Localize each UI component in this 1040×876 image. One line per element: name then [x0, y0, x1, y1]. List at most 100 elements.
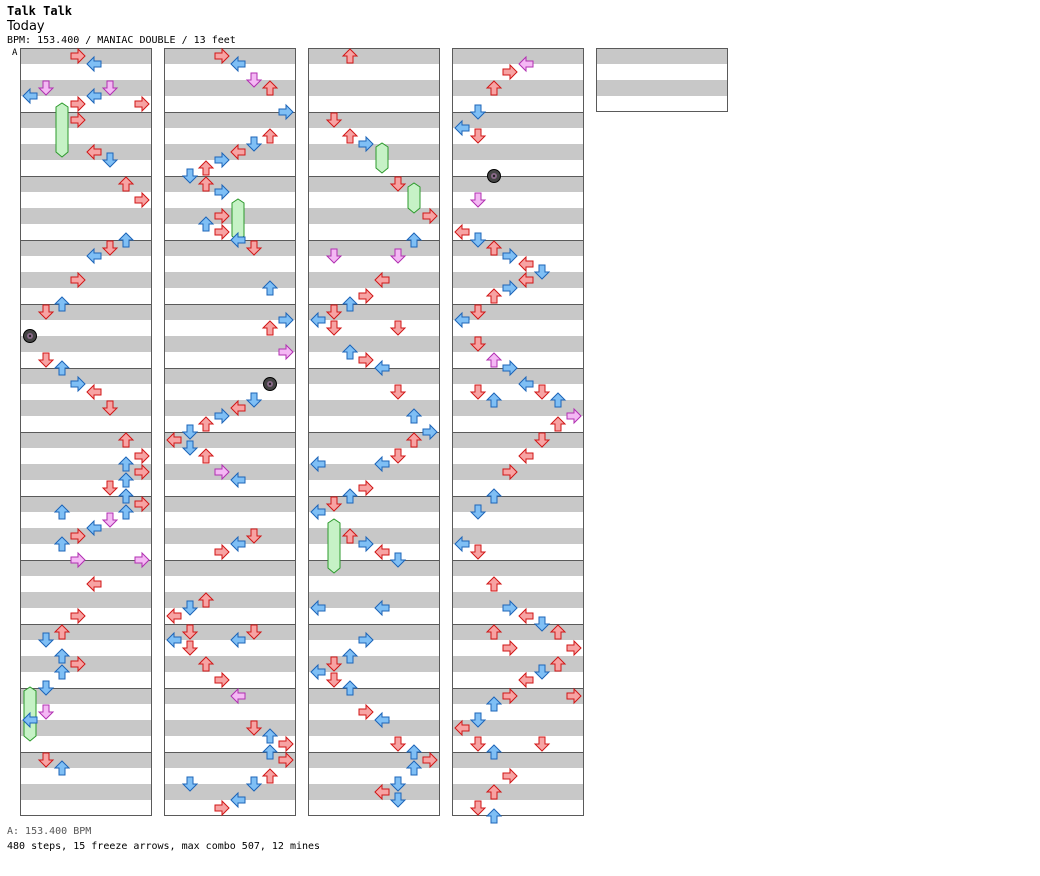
measure-band: [308, 80, 440, 96]
down-arrow-icon: [102, 512, 118, 528]
up-arrow-icon: [198, 416, 214, 432]
measure-band: [164, 720, 296, 736]
measure-band: [164, 560, 296, 576]
measure-column: [452, 48, 584, 816]
right-arrow-icon: [358, 704, 374, 720]
right-arrow-icon: [502, 640, 518, 656]
down-arrow-icon: [326, 672, 342, 688]
freeze-arrow-icon: [231, 198, 245, 242]
measure-band: [20, 528, 152, 544]
measure-band: [164, 528, 296, 544]
measure-band: [452, 336, 584, 352]
measure-band: [164, 112, 296, 128]
measure-band: [308, 48, 440, 64]
measure-band: [20, 752, 152, 768]
measure-band: [452, 784, 584, 800]
measure-band: [308, 656, 440, 672]
measure-band: [596, 48, 728, 64]
measure-column: [20, 48, 152, 816]
right-arrow-icon: [502, 64, 518, 80]
down-arrow-icon: [534, 736, 550, 752]
measure-band: [452, 432, 584, 448]
measure-band: [308, 624, 440, 640]
down-arrow-icon: [470, 800, 486, 816]
measure-band: [20, 496, 152, 512]
left-arrow-icon: [86, 576, 102, 592]
measure-band: [20, 464, 152, 480]
down-arrow-icon: [38, 704, 54, 720]
measure-band: [308, 592, 440, 608]
measure-band: [452, 400, 584, 416]
measure-band: [164, 336, 296, 352]
measure-band: [164, 48, 296, 64]
measure-band: [20, 624, 152, 640]
up-arrow-icon: [198, 160, 214, 176]
measure-band: [20, 400, 152, 416]
measure-band: [164, 176, 296, 192]
left-arrow-icon: [518, 448, 534, 464]
down-arrow-icon: [390, 320, 406, 336]
down-arrow-icon: [326, 320, 342, 336]
measure-band: [308, 112, 440, 128]
measure-band: [452, 496, 584, 512]
up-arrow-icon: [262, 768, 278, 784]
measure-band: [452, 240, 584, 256]
measure-band: [452, 688, 584, 704]
measure-band: [20, 432, 152, 448]
down-arrow-icon: [38, 352, 54, 368]
measure-band: [308, 368, 440, 384]
measure-band: [452, 592, 584, 608]
down-arrow-icon: [390, 736, 406, 752]
right-arrow-icon: [278, 736, 294, 752]
freeze-arrow-icon: [327, 518, 341, 574]
down-arrow-icon: [534, 384, 550, 400]
up-arrow-icon: [486, 808, 502, 824]
left-arrow-icon: [518, 256, 534, 272]
measure-band: [308, 784, 440, 800]
measure-band: [452, 144, 584, 160]
down-arrow-icon: [470, 736, 486, 752]
measure-band: [452, 528, 584, 544]
measure-band: [308, 560, 440, 576]
right-arrow-icon: [134, 192, 150, 208]
measure-band: [308, 528, 440, 544]
measure-band: [308, 752, 440, 768]
measure-band: [308, 400, 440, 416]
footer-bpm: A: 153.400 BPM: [7, 826, 92, 837]
measure-band: [164, 80, 296, 96]
measure-band: [20, 720, 152, 736]
up-arrow-icon: [486, 352, 502, 368]
right-arrow-icon: [358, 288, 374, 304]
right-arrow-icon: [358, 352, 374, 368]
measure-band: [452, 624, 584, 640]
right-arrow-icon: [134, 96, 150, 112]
measure-band: [308, 496, 440, 512]
measure-band: [20, 560, 152, 576]
up-arrow-icon: [198, 448, 214, 464]
measure-band: [308, 240, 440, 256]
measure-band: [452, 368, 584, 384]
measure-band: [164, 624, 296, 640]
freeze-arrow-icon: [375, 142, 389, 174]
measure-band: [164, 304, 296, 320]
measure-band: [20, 784, 152, 800]
measure-column: [308, 48, 440, 816]
measure-band: [164, 592, 296, 608]
up-arrow-icon: [486, 288, 502, 304]
measure-band: [164, 464, 296, 480]
down-arrow-icon: [470, 384, 486, 400]
down-arrow-icon: [390, 448, 406, 464]
measure-band: [164, 368, 296, 384]
measure-band: [308, 720, 440, 736]
measure-band: [452, 112, 584, 128]
measure-band: [20, 144, 152, 160]
measure-band: [164, 432, 296, 448]
measure-band: [164, 144, 296, 160]
measure-band: [20, 304, 152, 320]
freeze-arrow-icon: [407, 182, 421, 214]
measure-band: [452, 272, 584, 288]
down-arrow-icon: [470, 128, 486, 144]
measure-band: [20, 656, 152, 672]
measure-column: [164, 48, 296, 816]
